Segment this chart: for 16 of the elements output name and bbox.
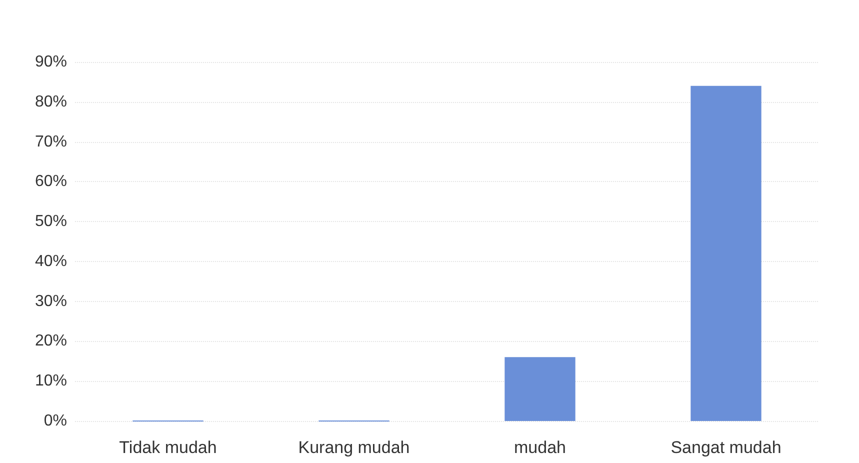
y-tick-label: 10% [34,372,67,390]
y-tick-label: 50% [34,213,67,230]
x-tick-label: Tidak mudah [119,438,217,457]
y-tick-label: 20% [34,332,67,350]
y-tick-label: 90% [34,54,67,70]
y-tick-label: 80% [34,93,67,110]
bar [504,357,576,421]
x-tick-label: Sangat mudah [670,438,782,457]
y-tick-label: 30% [34,292,67,310]
y-tick-label: 0% [44,412,67,430]
y-tick-label: 60% [34,173,67,190]
y-tick-label: 70% [34,133,67,150]
bar [690,86,762,421]
x-tick-label: Kurang mudah [298,438,410,457]
y-tick-label: 40% [34,252,67,270]
x-tick-label: mudah [514,438,566,457]
